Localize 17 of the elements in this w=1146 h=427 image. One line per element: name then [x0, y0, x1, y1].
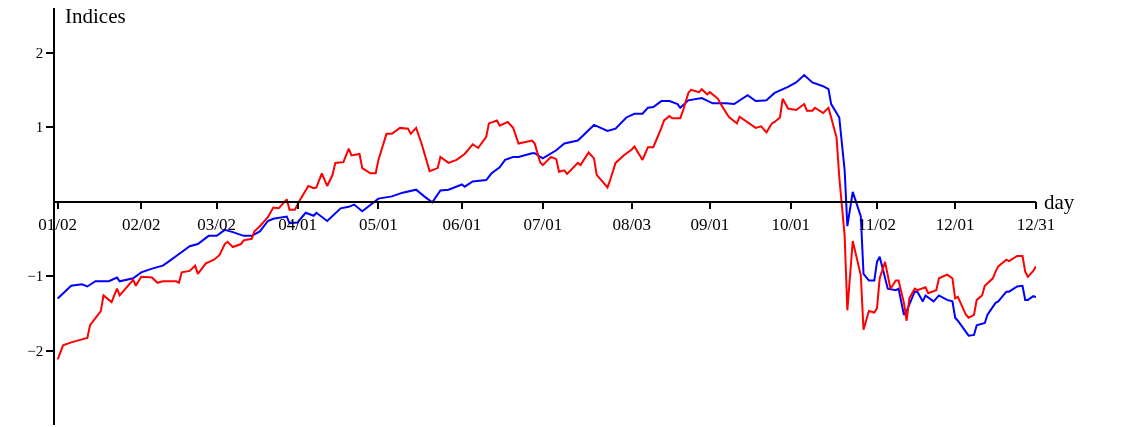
x-axis-title: day	[1044, 190, 1075, 214]
x-tick-label: 03/02	[197, 214, 237, 234]
x-tick-label: 05/01	[359, 214, 398, 234]
y-axis-title: Indices	[65, 4, 126, 28]
x-tick-label: 04/01	[278, 214, 317, 234]
x-tick-label: 10/01	[771, 214, 811, 234]
x-tick-label: 06/01	[442, 214, 482, 234]
y-tick-label: 2	[35, 44, 44, 61]
y-tick-label: −2	[27, 342, 44, 359]
y-tick-label: 1	[35, 119, 44, 136]
x-tick-label: 12/01	[935, 214, 975, 234]
x-tick-label: 07/01	[523, 214, 563, 234]
x-tick-label: 02/02	[121, 214, 161, 234]
x-tick-label: 09/01	[690, 214, 730, 234]
x-tick-label: 12/31	[1016, 214, 1056, 234]
x-tick-label: 08/03	[612, 214, 652, 234]
y-tick-label: −1	[27, 268, 44, 285]
